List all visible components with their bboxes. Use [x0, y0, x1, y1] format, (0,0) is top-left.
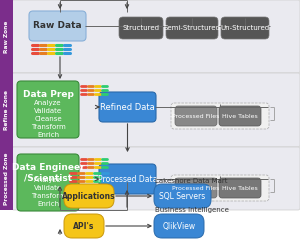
- FancyBboxPatch shape: [17, 81, 79, 138]
- FancyBboxPatch shape: [154, 184, 211, 208]
- FancyBboxPatch shape: [154, 214, 204, 238]
- FancyBboxPatch shape: [99, 92, 156, 122]
- Text: Hive Tables: Hive Tables: [222, 113, 258, 119]
- FancyBboxPatch shape: [175, 106, 217, 126]
- Text: Structured: Structured: [122, 25, 160, 31]
- FancyBboxPatch shape: [219, 178, 261, 198]
- FancyBboxPatch shape: [166, 17, 218, 39]
- Bar: [0, 0, 13, 73]
- Text: Semi-Structured: Semi-Structured: [164, 25, 220, 31]
- Text: Data Engineer
/Scientist: Data Engineer /Scientist: [12, 163, 84, 182]
- Text: Lakeshore Data Mart: Lakeshore Data Mart: [155, 178, 227, 184]
- Text: Analyze
Validate
Cleanse
Transform
Enrich: Analyze Validate Cleanse Transform Enric…: [31, 100, 65, 138]
- FancyBboxPatch shape: [219, 106, 261, 126]
- FancyBboxPatch shape: [17, 154, 79, 211]
- Text: Raw Zone: Raw Zone: [4, 20, 9, 53]
- Text: SQL Servers: SQL Servers: [159, 191, 206, 200]
- Text: Business Intelligence: Business Intelligence: [155, 207, 229, 213]
- Text: API's: API's: [73, 222, 95, 231]
- Text: Processed Files: Processed Files: [172, 185, 220, 191]
- FancyBboxPatch shape: [64, 214, 104, 238]
- FancyBboxPatch shape: [29, 11, 86, 41]
- Text: Processed Files: Processed Files: [172, 113, 220, 119]
- FancyBboxPatch shape: [221, 17, 269, 39]
- FancyBboxPatch shape: [171, 103, 269, 129]
- Text: Un-Structured: Un-Structured: [220, 25, 270, 31]
- FancyBboxPatch shape: [64, 184, 114, 208]
- FancyBboxPatch shape: [171, 175, 269, 201]
- FancyBboxPatch shape: [99, 164, 156, 194]
- FancyBboxPatch shape: [175, 178, 217, 198]
- Text: Data Prep: Data Prep: [22, 90, 74, 99]
- FancyBboxPatch shape: [12, 73, 300, 147]
- Text: Applications: Applications: [62, 191, 116, 200]
- Text: Processed Data: Processed Data: [98, 174, 157, 183]
- Text: Processed Zone: Processed Zone: [4, 152, 9, 205]
- FancyBboxPatch shape: [12, 147, 300, 210]
- Text: Analyze
Validate
Transform
Enrich: Analyze Validate Transform Enrich: [31, 177, 65, 207]
- FancyBboxPatch shape: [12, 0, 300, 73]
- Bar: [0, 73, 13, 147]
- Text: Hive Tables: Hive Tables: [222, 185, 258, 191]
- FancyBboxPatch shape: [119, 17, 163, 39]
- Text: Refined Data: Refined Data: [100, 103, 155, 112]
- Bar: [0, 147, 13, 210]
- Text: QlikView: QlikView: [162, 222, 196, 231]
- Text: Refine Zone: Refine Zone: [4, 90, 9, 130]
- Text: Raw Data: Raw Data: [33, 21, 82, 31]
